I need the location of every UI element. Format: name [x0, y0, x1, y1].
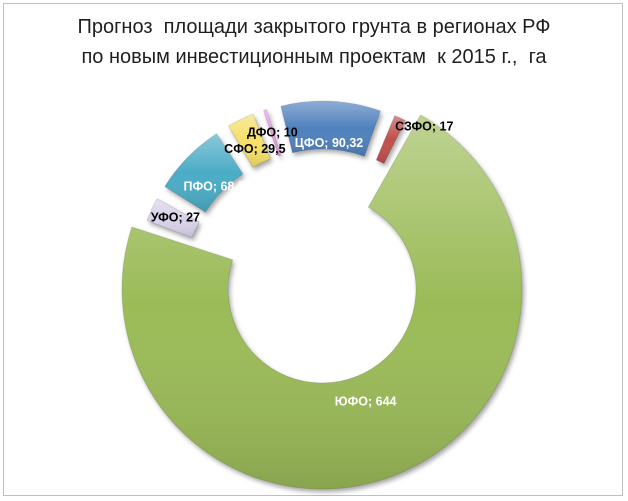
- data-label-ДФО: ДФО; 10: [247, 126, 298, 140]
- data-label-СФО: СФО; 29,5: [224, 142, 285, 156]
- slice-sheen-СЗФО: [376, 115, 406, 164]
- slice-sheen-ДФО: [263, 109, 281, 156]
- slice-sheen-СФО: [228, 114, 271, 168]
- slice-sheen-ЦФО: [280, 101, 381, 157]
- data-label-УФО: УФО; 27: [151, 211, 200, 225]
- chart-title: Прогноз площади закрытого грунта в регио…: [0, 12, 628, 72]
- data-label-ЮФО: ЮФО; 644: [335, 394, 397, 408]
- slice-sheen-ПФО: [164, 133, 243, 213]
- slice-sheen-ЮФО: [121, 114, 523, 490]
- chart-title-line-1: Прогноз площади закрытого грунта в регио…: [77, 16, 551, 38]
- data-label-СЗФО: СЗФО; 17: [395, 119, 453, 133]
- chart-title-line-2: по новым инвестиционным проектам к 2015 …: [81, 46, 547, 68]
- data-label-ПФО: ПФО; 68,51: [183, 180, 251, 194]
- slice-sheen-УФО: [147, 198, 200, 238]
- data-label-ЦФО: ЦФО; 90,32: [295, 136, 363, 150]
